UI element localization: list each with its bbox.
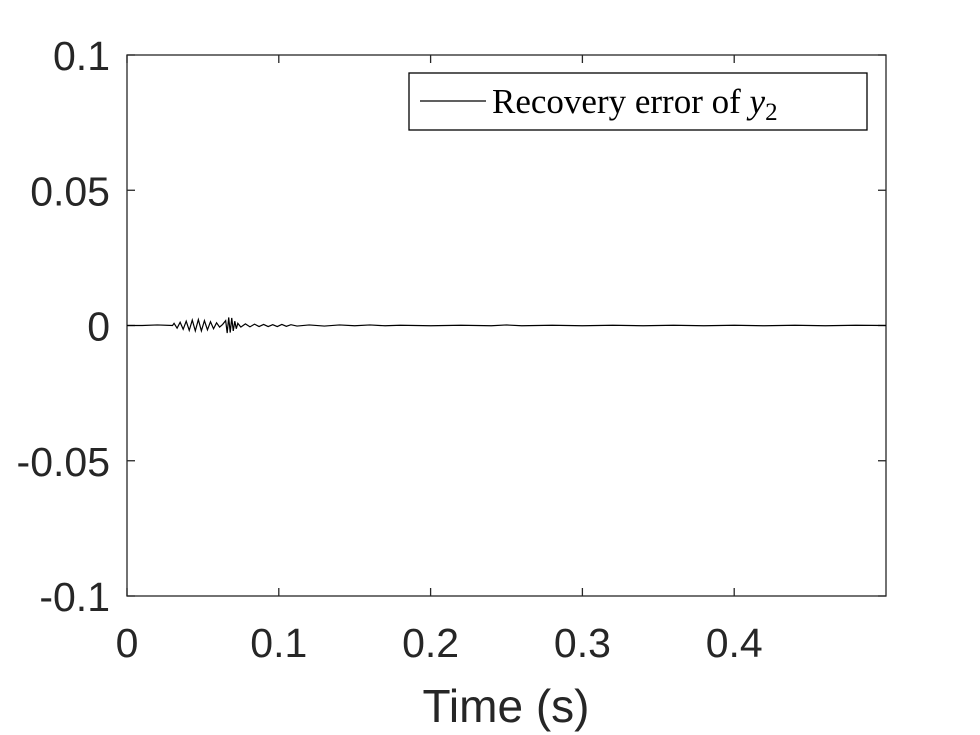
series-layer: [127, 317, 887, 334]
x-tick-label: 0.2: [402, 620, 459, 666]
legend-label: Recovery error of y2: [492, 82, 778, 126]
x-tick-label: 0: [116, 620, 139, 666]
x-tick-label: 0.4: [706, 620, 763, 666]
y-tick-label: 0.05: [30, 168, 110, 214]
x-tick-label: 0.1: [250, 620, 307, 666]
series-line: [127, 317, 887, 334]
y-tick-label: -0.1: [39, 574, 110, 620]
x-tick-labels: 0 0.1 0.2 0.3 0.4: [116, 620, 763, 666]
axis-ticks: [126, 54, 886, 597]
y-tick-label: -0.05: [17, 439, 110, 485]
y-tick-labels: 0.1 0.05 0 -0.05 -0.1: [17, 33, 110, 620]
legend: Recovery error of y2: [408, 72, 868, 131]
x-axis-label: Time (s): [423, 680, 590, 732]
y-tick-label: 0.1: [53, 33, 110, 79]
x-tick-label: 0.3: [554, 620, 611, 666]
y-tick-label: 0: [87, 304, 110, 350]
